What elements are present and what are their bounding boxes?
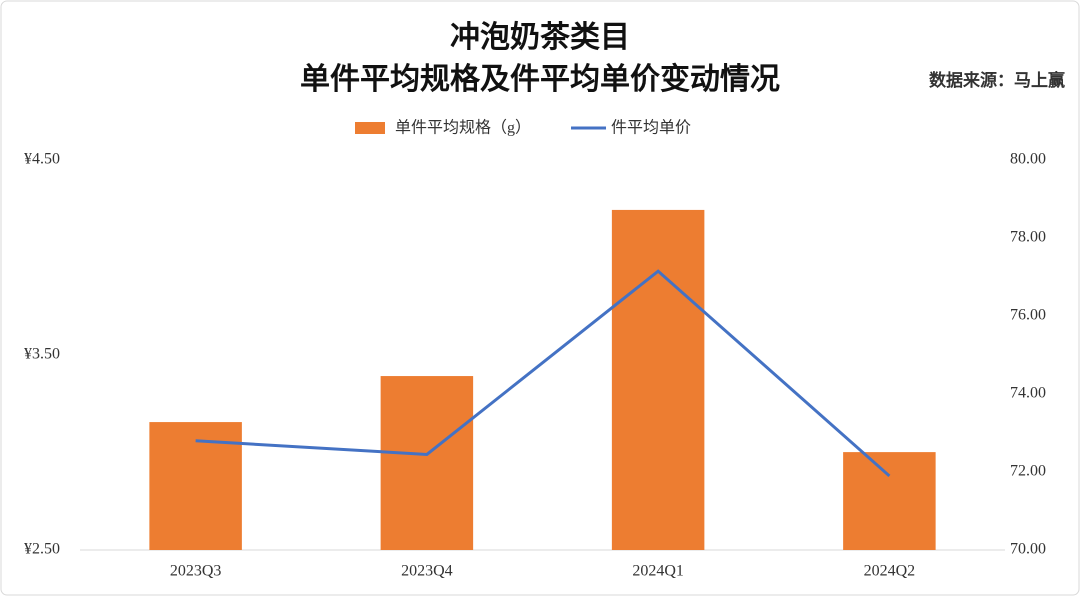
legend-swatch <box>355 122 385 134</box>
legend-label: 件平均单价 <box>611 119 691 137</box>
chart-title: 冲泡奶茶类目 <box>450 21 630 54</box>
bar <box>843 452 936 550</box>
bar <box>611 209 705 551</box>
y2-tick-label: 72.00 <box>1010 463 1046 480</box>
y-tick-label: ¥2.50 <box>24 541 60 558</box>
chart-subtitle: 单件平均规格及件平均单价变动情况 <box>300 62 780 96</box>
y-tick-label: ¥3.50 <box>24 346 60 363</box>
line <box>195 269 891 478</box>
y-tick-label: ¥4.50 <box>24 151 60 168</box>
x-tick-label: 2024Q2 <box>864 563 916 580</box>
x-tick-label: 2023Q3 <box>170 563 222 580</box>
bar <box>380 376 474 550</box>
y2-tick-label: 74.00 <box>1010 385 1046 402</box>
source-note: 数据来源：马上赢 <box>929 70 1065 90</box>
y2-tick-label: 78.00 <box>1010 229 1046 246</box>
y2-tick-label: 80.00 <box>1010 151 1046 168</box>
x-tick-label: 2024Q1 <box>632 563 684 580</box>
y2-tick-label: 70.00 <box>1010 541 1046 558</box>
y2-tick-label: 76.00 <box>1010 307 1046 324</box>
x-tick-label: 2023Q4 <box>401 563 453 580</box>
legend-label: 单件平均规格（g） <box>395 119 531 137</box>
